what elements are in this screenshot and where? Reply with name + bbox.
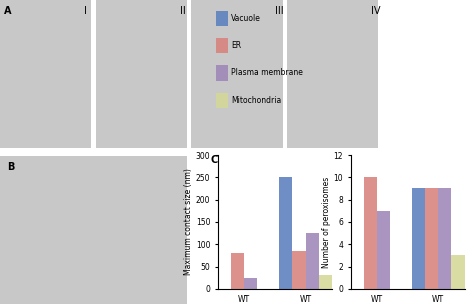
Bar (279, 177, 292, 289)
Text: II: II (180, 6, 185, 16)
Bar (319, 275, 332, 289)
Text: IV: IV (371, 6, 381, 16)
Bar (231, 253, 244, 289)
Y-axis label: Number of peroxisomes: Number of peroxisomes (322, 176, 331, 268)
Text: Vacuole: Vacuole (231, 14, 261, 23)
Text: A: A (4, 6, 11, 16)
Bar (425, 188, 438, 289)
Text: Mitochondria: Mitochondria (231, 96, 281, 105)
Bar (364, 177, 377, 289)
Bar (292, 251, 306, 289)
Bar (438, 188, 451, 289)
Text: C: C (211, 155, 218, 165)
Text: III: III (275, 6, 284, 16)
Text: Plasma membrane: Plasma membrane (231, 68, 303, 78)
Bar (377, 211, 390, 289)
Bar (306, 233, 319, 289)
Text: I: I (84, 6, 87, 16)
Text: B: B (8, 162, 15, 172)
Bar (244, 278, 257, 289)
Bar (451, 255, 465, 289)
Y-axis label: Maximum contact size (nm): Maximum contact size (nm) (184, 168, 193, 275)
Bar (412, 188, 425, 289)
Text: ER: ER (231, 41, 241, 50)
